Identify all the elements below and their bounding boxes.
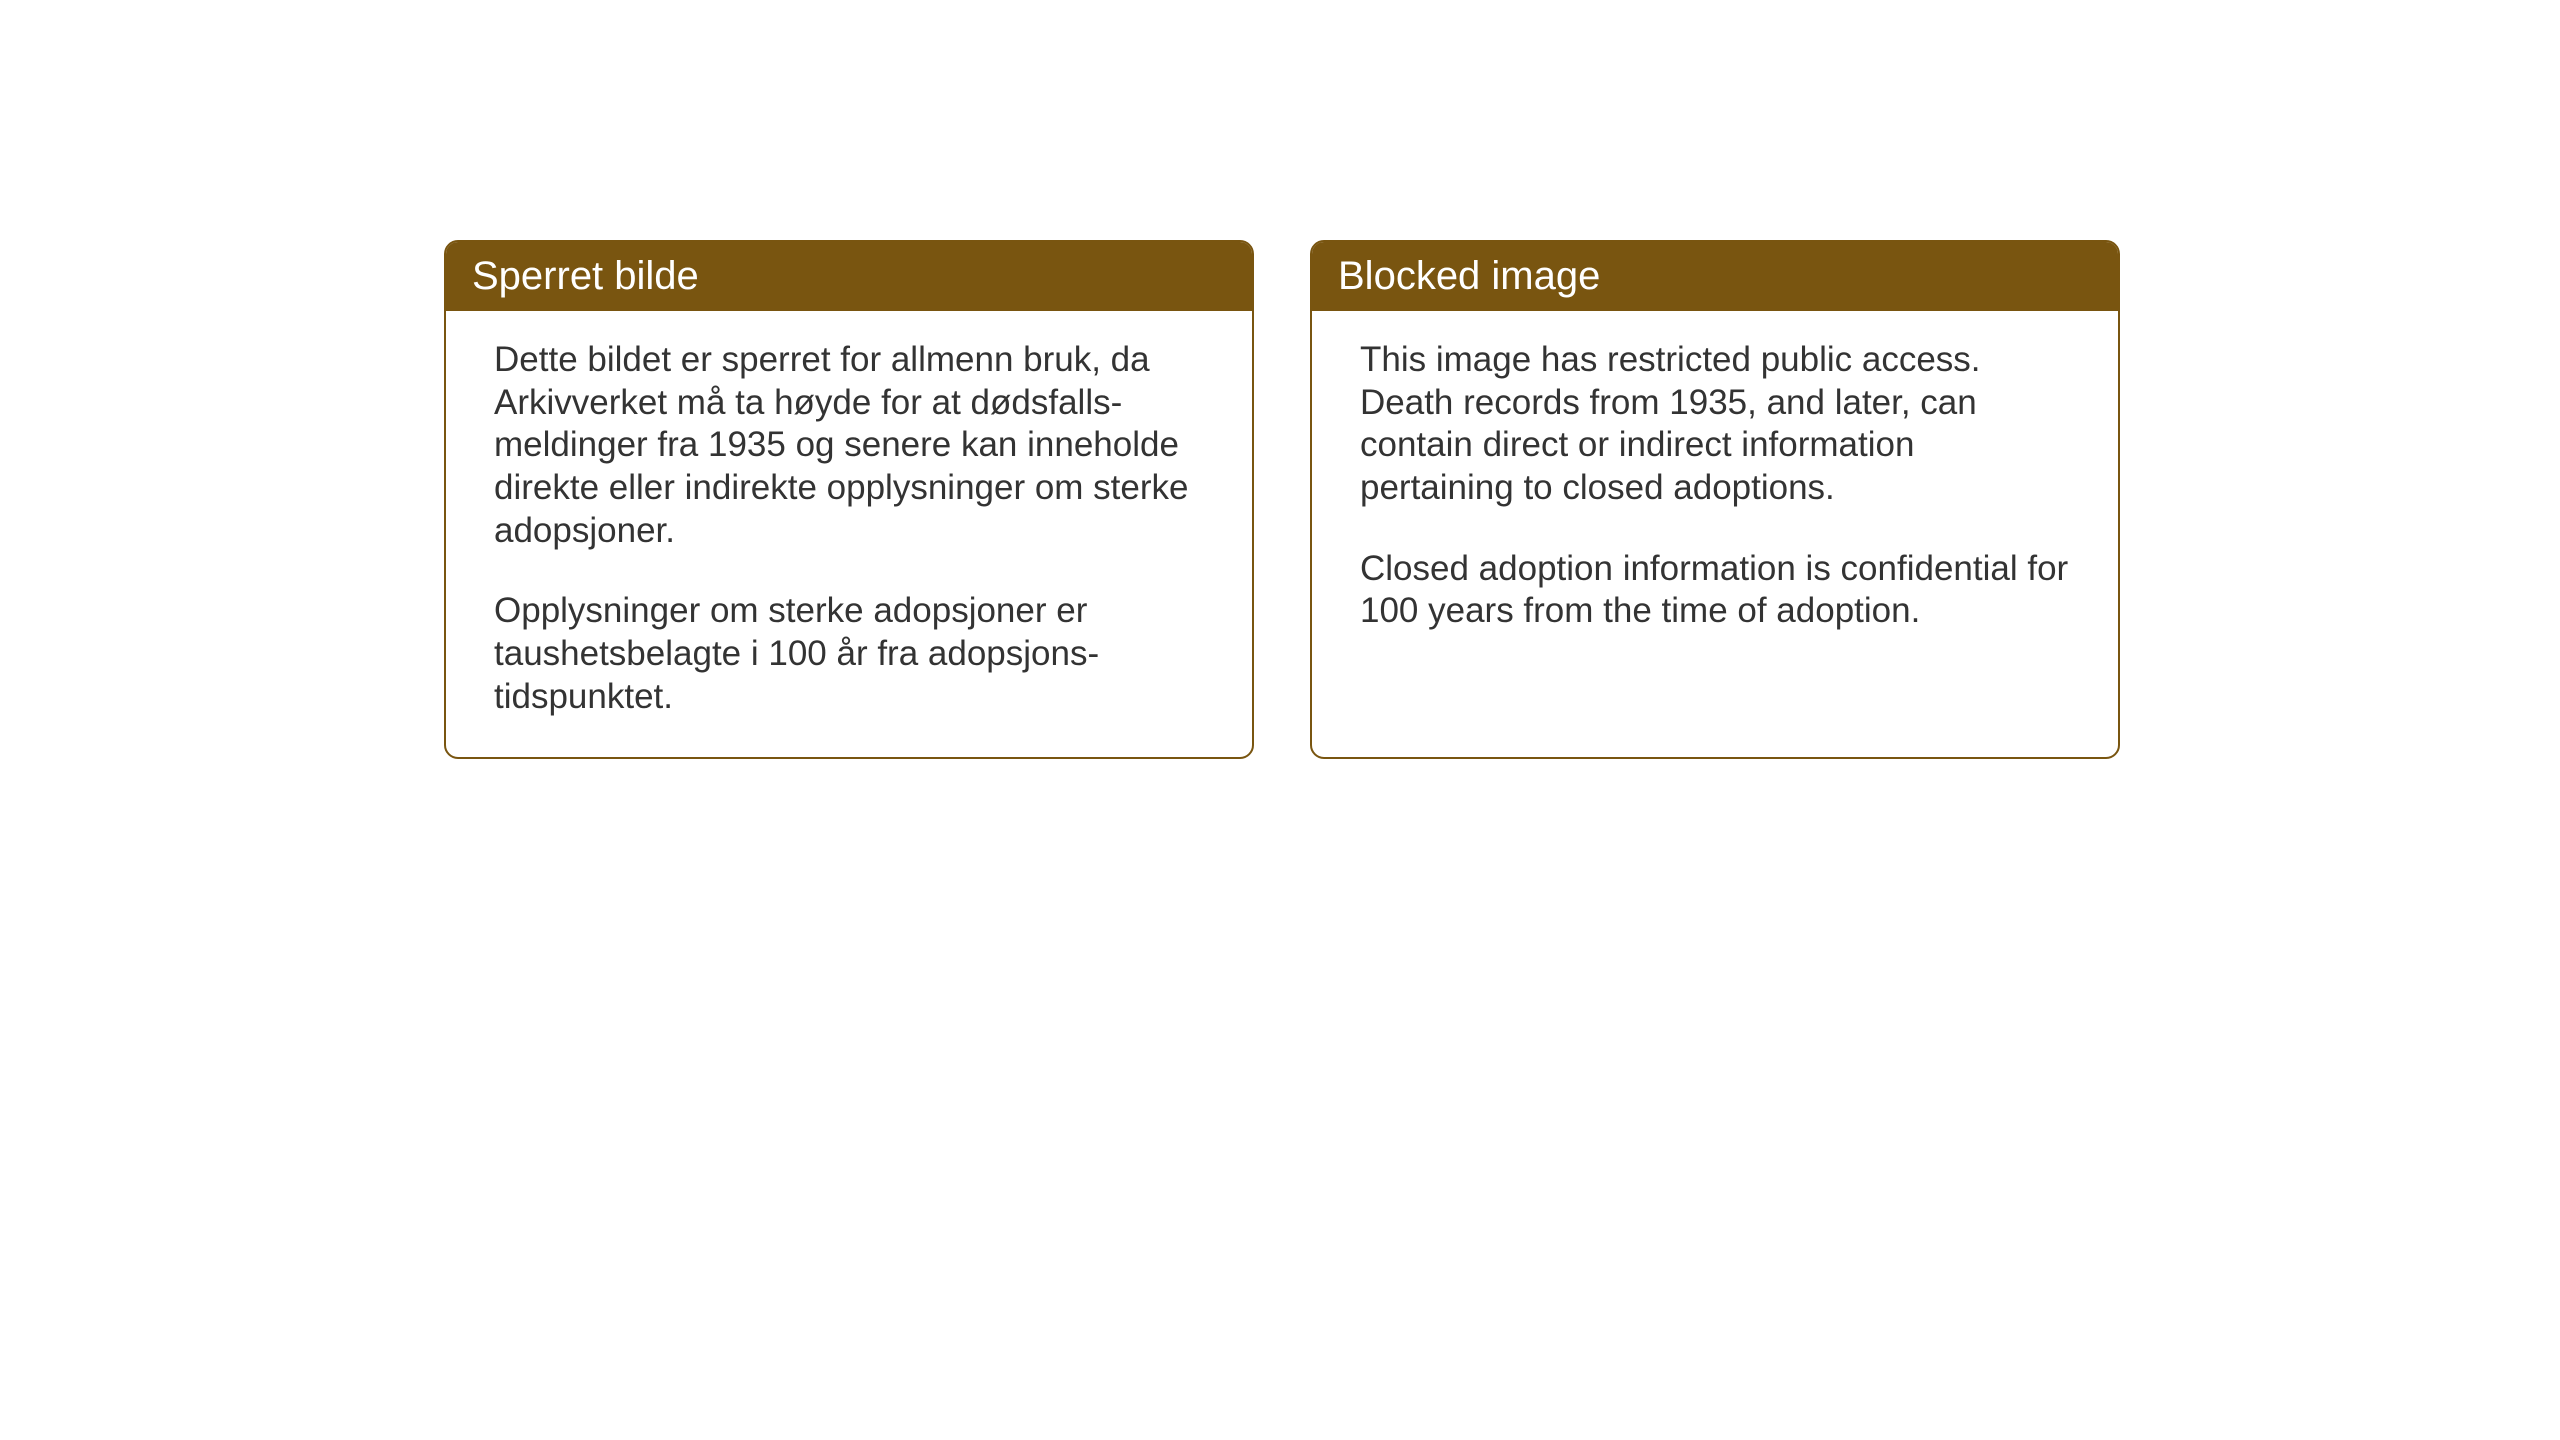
paragraph-1-english: This image has restricted public access.… [1360, 339, 2070, 510]
paragraph-2-english: Closed adoption information is confident… [1360, 548, 2070, 633]
notice-card-norwegian: Sperret bilde Dette bildet er sperret fo… [444, 240, 1254, 759]
paragraph-1-norwegian: Dette bildet er sperret for allmenn bruk… [494, 339, 1204, 552]
card-title-english: Blocked image [1338, 254, 1600, 298]
card-header-norwegian: Sperret bilde [446, 242, 1252, 311]
card-body-norwegian: Dette bildet er sperret for allmenn bruk… [446, 311, 1252, 757]
card-header-english: Blocked image [1312, 242, 2118, 311]
notice-container: Sperret bilde Dette bildet er sperret fo… [0, 0, 2560, 759]
notice-card-english: Blocked image This image has restricted … [1310, 240, 2120, 759]
card-body-english: This image has restricted public access.… [1312, 311, 2118, 671]
paragraph-2-norwegian: Opplysninger om sterke adopsjoner er tau… [494, 590, 1204, 718]
card-title-norwegian: Sperret bilde [472, 254, 699, 298]
